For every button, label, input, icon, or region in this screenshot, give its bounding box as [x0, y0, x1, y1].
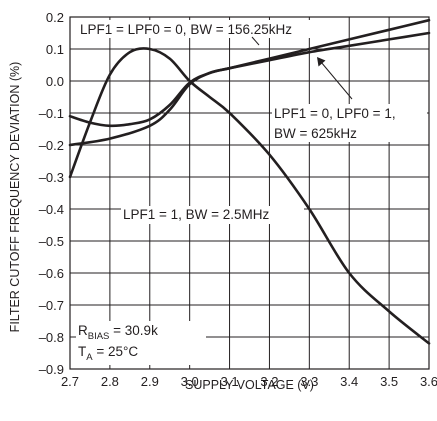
y-tick-label: 0.2 [46, 10, 64, 25]
y-tick-label: –0.1 [39, 106, 64, 121]
x-tick-label: 3.3 [300, 374, 318, 389]
label-625khz-line1: LPF1 = 0, LPF0 = 1, [274, 106, 396, 121]
y-tick-label: –0.6 [39, 266, 64, 281]
x-tick-label: 3.0 [181, 374, 199, 389]
y-axis-title: FILTER CUTOFF FREQUENCY DEVIATION (%) [8, 62, 22, 333]
conditions-rbias: RBIAS = 30.9k [78, 323, 158, 342]
label-625khz-background [272, 104, 427, 142]
x-tick-label: 3.2 [260, 374, 278, 389]
series-625khz-line [68, 31, 431, 128]
x-tick-label: 3.5 [380, 374, 398, 389]
plot-frame [69, 16, 430, 370]
ta-subscript: A [86, 352, 93, 363]
data-series [68, 18, 431, 345]
label-2p5mhz-background [121, 206, 304, 224]
series-2p5mhz-line [68, 47, 431, 345]
leader-625khz [320, 61, 353, 100]
y-tick-label: –0.5 [39, 234, 64, 249]
gridlines [70, 17, 429, 369]
rbias-subscript: BIAS [88, 331, 110, 342]
arrowhead-625khz [317, 57, 326, 67]
x-tick-label: 3.6 [420, 374, 437, 389]
y-tick-label: –0.4 [39, 202, 64, 217]
y-tick-label: –0.3 [39, 170, 64, 185]
tick-labels: 2.7 2.8 2.9 3.0 3.1 3.2 3.3 3.4 3.5 3.6 0.2 0.1 0.0 –… [39, 10, 437, 389]
rbias-value: = 30.9k [109, 323, 158, 338]
y-tick-label: –0.7 [39, 298, 64, 313]
x-tick-label: 2.9 [141, 374, 159, 389]
y-tick-label: –0.2 [39, 138, 64, 153]
y-tick-label: 0.0 [46, 74, 64, 89]
y-tick-label: 0.1 [46, 42, 64, 57]
x-tick-label: 3.1 [221, 374, 239, 389]
label-156khz-background [78, 20, 340, 38]
y-tick-label: –0.9 [39, 362, 64, 377]
label-625khz-line2: BW = 625kHz [274, 126, 357, 141]
label-2p5mhz: LPF1 = 1, BW = 2.5MHz [123, 207, 270, 222]
x-axis-title: SUPPLY VOLTAGE (V) [185, 378, 314, 392]
rbias-symbol: R [78, 323, 88, 338]
conditions-background [76, 321, 206, 365]
x-tick-label: 2.7 [61, 374, 79, 389]
ta-symbol: T [78, 344, 86, 359]
label-156khz: LPF1 = LPF0 = 0, BW = 156.25kHz [80, 22, 292, 37]
ta-value: = 25°C [93, 344, 139, 359]
x-tick-label: 2.8 [101, 374, 119, 389]
conditions-ta: TA = 25°C [78, 344, 138, 363]
y-tick-label: –0.8 [39, 330, 64, 345]
leader-156khz [251, 36, 260, 46]
x-tick-label: 3.4 [340, 374, 358, 389]
